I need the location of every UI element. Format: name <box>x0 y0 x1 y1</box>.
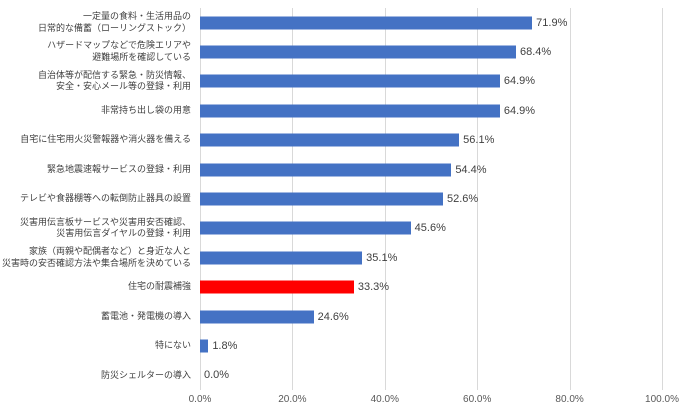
category-label: テレビや食器棚等への転倒防止器具の設置 <box>19 193 191 204</box>
bar-row: 自治体等が配信する緊急・防災情報、 安全・安心メール等の登録・利用 64.9% <box>0 67 662 96</box>
gridline <box>569 8 571 390</box>
bar <box>200 104 500 118</box>
value-label: 1.8% <box>212 339 238 352</box>
bar <box>200 16 533 30</box>
category-label: 蓄電池・発電機の導入 <box>100 310 191 321</box>
category-label: 自治体等が配信する緊急・防災情報、 安全・安心メール等の登録・利用 <box>37 69 191 92</box>
gridline <box>662 8 663 390</box>
x-axis-tick-label: 40.0% <box>370 394 399 405</box>
bar-row: 非常持ち出し袋の用意 64.9% <box>0 96 662 125</box>
bar-row: 緊急地震速報サービスの登録・利用 54.4% <box>0 155 662 184</box>
value-label: 64.9% <box>503 104 536 117</box>
bar <box>200 133 460 147</box>
bar-track: 71.9% <box>200 8 662 37</box>
bar <box>200 221 411 235</box>
value-label: 24.6% <box>317 310 349 323</box>
value-label: 68.4% <box>520 46 552 59</box>
bar-track: 52.6% <box>200 184 662 213</box>
x-axis-tick-label: 60.0% <box>463 394 492 405</box>
x-axis-tick-label: 20.0% <box>278 394 307 405</box>
category-label: 特にない <box>154 340 191 351</box>
gridline <box>477 8 479 390</box>
value-label: 33.3% <box>357 281 390 294</box>
category-label: 災害用伝言板サービスや災害用安否確認、 災害用伝言ダイヤルの登録・利用 <box>19 216 191 239</box>
plot-area: 一定量の食料・生活用品の 日常的な備蓄（ローリングストック） 71.9% ハザードマ… <box>0 8 662 390</box>
category-label: 家族（両親や配偶者など）と身近な人と 災害時の安否確認方法や集合場所を決めている <box>1 246 191 268</box>
bar-track: 56.1% <box>200 126 662 155</box>
category-label: 自宅に住宅用火災警報器や消火器を備える <box>20 134 191 145</box>
category-label: ハザードマップなどで危険エリアや 避難場所を確認している <box>47 40 191 63</box>
value-label: 35.1% <box>366 251 398 264</box>
bar-track: 33.3% <box>200 273 662 302</box>
bar-track: 54.4% <box>200 155 662 184</box>
bar-track: 68.4% <box>200 37 662 66</box>
x-axis: 0.0% 20.0% 40.0% 60.0% 80.0% 100.0% <box>189 394 679 412</box>
value-label: 0.0% <box>204 369 230 382</box>
bar <box>200 163 452 177</box>
x-axis-tick-label: 0.0% <box>188 394 212 405</box>
bar <box>200 251 363 265</box>
bar <box>200 45 516 59</box>
bar-row: 家族（両親や配偶者など）と身近な人と 災害時の安否確認方法や集合場所を決めている… <box>0 243 662 272</box>
category-label: 住宅の耐震補強 <box>127 281 191 292</box>
bar-row: 特にない 1.8% <box>0 331 662 360</box>
value-label: 64.9% <box>503 75 536 88</box>
category-label: 一定量の食料・生活用品の 日常的な備蓄（ローリングストック） <box>37 11 191 33</box>
bar <box>200 310 314 324</box>
value-label: 54.4% <box>455 163 487 176</box>
bar-row: 一定量の食料・生活用品の 日常的な備蓄（ローリングストック） 71.9% <box>0 8 662 37</box>
category-label: 防災シェルターの導入 <box>100 369 191 380</box>
bar-track: 64.9% <box>200 96 662 125</box>
bar-row: 自宅に住宅用火災警報器や消火器を備える 56.1% <box>0 126 662 155</box>
category-label: 非常持ち出し袋の用意 <box>100 105 191 116</box>
bar-track: 35.1% <box>200 243 662 272</box>
value-label: 52.6% <box>447 193 479 206</box>
x-axis-tick-label: 80.0% <box>555 394 584 405</box>
bar-track: 45.6% <box>200 214 662 243</box>
bar-highlighted <box>200 280 354 294</box>
bar-row: ハザードマップなどで危険エリアや 避難場所を確認している 68.4% <box>0 37 662 66</box>
value-label: 71.9% <box>536 16 568 29</box>
bar <box>200 339 209 353</box>
bar-track: 24.6% <box>200 302 662 331</box>
bar <box>200 192 443 206</box>
value-label: 56.1% <box>463 134 495 147</box>
bar-track: 0.0% <box>200 361 662 390</box>
bar-row: 災害用伝言板サービスや災害用安否確認、 災害用伝言ダイヤルの登録・利用 45.6% <box>0 214 662 243</box>
value-label: 45.6% <box>414 222 446 235</box>
bar-row: 住宅の耐震補強 33.3% <box>0 273 662 302</box>
bar-row: テレビや食器棚等への転倒防止器具の設置 52.6% <box>0 184 662 213</box>
bar <box>200 74 500 88</box>
bar-row: 蓄電池・発電機の導入 24.6% <box>0 302 662 331</box>
bar-track: 64.9% <box>200 67 662 96</box>
category-label: 緊急地震速報サービスの登録・利用 <box>46 163 191 174</box>
bar-track: 1.8% <box>200 331 662 360</box>
x-axis-tick-label: 100.0% <box>645 394 679 405</box>
bar-row: 防災シェルターの導入 0.0% <box>0 361 662 390</box>
